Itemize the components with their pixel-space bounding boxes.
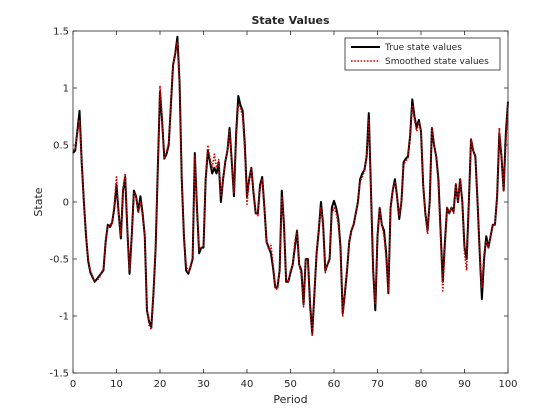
x-tick-label: 90 <box>458 379 471 390</box>
lines-layer <box>72 35 509 338</box>
y-tick-label: -0.5 <box>49 255 69 266</box>
x-tick-label: 60 <box>328 379 341 390</box>
x-tick-label: 40 <box>241 379 254 390</box>
x-axis-label: Period <box>273 393 307 406</box>
legend-label-true-state: True state values <box>384 43 462 53</box>
x-tick-label: 30 <box>197 379 210 390</box>
x-tick-label: 20 <box>154 379 167 390</box>
y-tick-label: -1 <box>59 312 69 323</box>
legend-box <box>344 37 501 71</box>
chart-title: State Values <box>251 14 330 27</box>
plot-area <box>73 31 508 373</box>
ticks-layer: 0 10 20 30 40 50 60 70 80 90 100 -1.5 -1 -0.5 0 0.5 1 1.5 <box>49 27 517 391</box>
x-tick-label: 0 <box>70 379 76 390</box>
y-tick-label: 0.5 <box>53 141 69 152</box>
legend-label-smoothed-state: Smoothed state values <box>385 57 489 67</box>
y-tick-label: 1.5 <box>53 27 69 38</box>
x-tick-label: 10 <box>110 379 123 390</box>
y-axis-label: State <box>32 187 45 216</box>
y-tick-label: -1.5 <box>49 369 69 380</box>
series-line-smoothed-state-values <box>72 41 509 338</box>
x-tick-label: 70 <box>371 379 384 390</box>
legend: True state values Smoothed state values <box>344 37 501 71</box>
x-tick-label: 100 <box>498 379 517 390</box>
x-tick-label: 50 <box>284 379 297 390</box>
axes-box <box>72 30 509 374</box>
y-tick-label: 1 <box>63 84 69 95</box>
y-tick-label: 0 <box>63 198 69 209</box>
x-tick-label: 80 <box>415 379 428 390</box>
